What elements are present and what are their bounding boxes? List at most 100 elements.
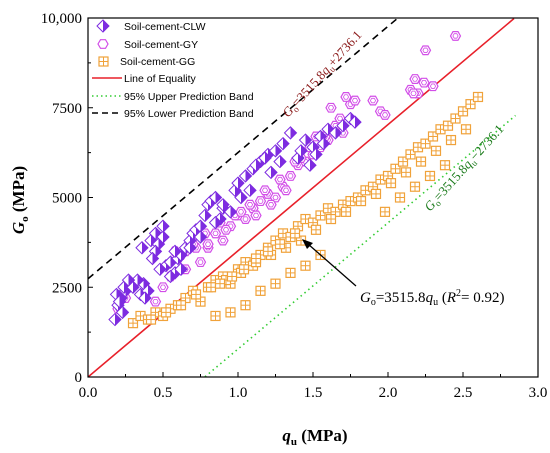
legend-item-lower-band: 95% Lower Prediction Band	[92, 108, 254, 120]
point-clw-fill	[215, 191, 222, 204]
point-gy	[379, 109, 391, 120]
point-gy-inner	[242, 216, 249, 222]
point-clw-fill	[283, 137, 289, 150]
point-gy	[367, 95, 379, 106]
point-gy-inner	[422, 47, 429, 53]
y-tick-label: 5000	[52, 191, 82, 207]
point-clw-fill	[280, 155, 286, 168]
point-gy-inner	[342, 94, 350, 100]
point-clw-fill	[290, 126, 297, 139]
point-gy	[259, 185, 271, 196]
y-axis-title: Go (MPa)	[9, 166, 31, 234]
point-gy	[244, 199, 256, 210]
point-clw-fill	[175, 245, 181, 258]
point-gy-inner	[282, 187, 290, 193]
point-gy	[194, 257, 207, 268]
point-gy-inner	[381, 112, 389, 118]
point-clw-fill	[148, 284, 154, 297]
point-gy-inner	[152, 298, 159, 305]
point-gy-inner	[287, 173, 294, 179]
legend-label-gg: Soil-cement-GG	[120, 56, 195, 68]
point-gy-inner	[261, 187, 269, 193]
point-clw-fill	[163, 220, 169, 233]
line-95-lower-prediction-band	[88, 18, 400, 280]
point-gy-inner	[257, 198, 264, 204]
point-clw-fill	[230, 205, 237, 218]
point-gy-inner	[212, 230, 219, 237]
legend-label-clw: Soil-cement-CLW	[124, 21, 206, 33]
point-gy-inner	[267, 202, 275, 208]
fit-arrow-line	[307, 243, 357, 287]
legend-item-clw: Soil-cement-CLW	[96, 19, 206, 33]
point-clw-fill	[181, 248, 187, 261]
point-gy	[265, 199, 277, 210]
point-gy-inner	[276, 176, 284, 183]
legend-item-gg: Soil-cement-GG	[98, 56, 195, 68]
point-gy	[427, 81, 439, 92]
legend-label-gy: Soil-cement-GY	[124, 39, 198, 51]
point-clw-fill	[163, 230, 169, 243]
point-clw-fill	[119, 295, 126, 308]
point-clw-fill	[310, 159, 316, 172]
point-clw-fill	[158, 238, 165, 251]
point-gy-inner	[411, 76, 419, 82]
point-clw-fill	[245, 169, 252, 182]
point-clw-fill	[301, 144, 307, 157]
point-clw-fill	[170, 270, 177, 283]
legend-marker-clw-fill	[103, 20, 109, 32]
point-gy-inner	[246, 202, 254, 208]
x-axis-title: qu (MPa)	[282, 426, 347, 448]
legend-item-gy: Soil-cement-GY	[97, 39, 198, 51]
point-clw-fill	[122, 306, 129, 319]
legend-item-upper-band: 95% Upper Prediction Band	[92, 91, 254, 103]
point-clw-fill	[143, 277, 150, 290]
point-clw-fill	[316, 148, 322, 161]
point-clw-fill	[115, 313, 121, 326]
legend-label-upper-band: 95% Upper Prediction Band	[124, 91, 254, 103]
point-gy-inner	[351, 97, 359, 104]
point-gy	[239, 214, 252, 224]
x-axis: 0.0 0.5 1.0 1.5 2.0 2.5 3.0	[79, 372, 547, 401]
point-clw-fill	[256, 159, 262, 172]
y-tick-label: 0	[75, 370, 83, 386]
point-gy-inner	[420, 79, 428, 86]
point-clw-fill	[271, 166, 277, 179]
x-tick-label: 1.5	[304, 385, 323, 401]
point-gy	[407, 88, 420, 99]
point-gy	[340, 92, 352, 102]
y-tick-label: 7500	[52, 101, 82, 117]
point-clw-fill	[215, 216, 222, 229]
x-tick-label: 2.0	[379, 385, 398, 401]
point-gy-inner	[159, 284, 167, 290]
point-clw-fill	[155, 245, 162, 258]
point-gy	[280, 185, 292, 196]
point-gy-inner	[369, 97, 377, 104]
point-gy	[235, 206, 247, 217]
point-clw-fill	[142, 241, 148, 254]
point-clw-fill	[128, 274, 135, 287]
point-clw-fill	[200, 220, 207, 233]
point-clw-fill	[181, 263, 187, 276]
point-gy	[269, 192, 282, 203]
point-gy-inner	[327, 105, 335, 111]
point-gy-inner	[219, 237, 227, 244]
x-tick-label: 2.5	[454, 385, 473, 401]
point-gy	[254, 196, 267, 207]
point-clw-fill	[190, 241, 196, 254]
point-clw-fill	[200, 230, 207, 243]
point-gy	[202, 239, 214, 250]
point-clw-fill	[305, 134, 312, 147]
legend: Soil-cement-CLW Soil-cement-GY Soil-ceme…	[92, 19, 254, 120]
point-gy	[449, 31, 462, 41]
point-gy-inner	[272, 194, 279, 201]
data-points	[108, 31, 484, 329]
y-tick-label: 2500	[52, 280, 82, 296]
point-clw-fill	[265, 152, 271, 165]
x-tick-label: 0.5	[154, 385, 173, 401]
point-gy-inner	[204, 241, 212, 247]
point-gy	[419, 45, 432, 56]
point-gy	[349, 95, 361, 106]
point-gy	[284, 171, 297, 181]
point-gy-inner	[410, 90, 417, 97]
